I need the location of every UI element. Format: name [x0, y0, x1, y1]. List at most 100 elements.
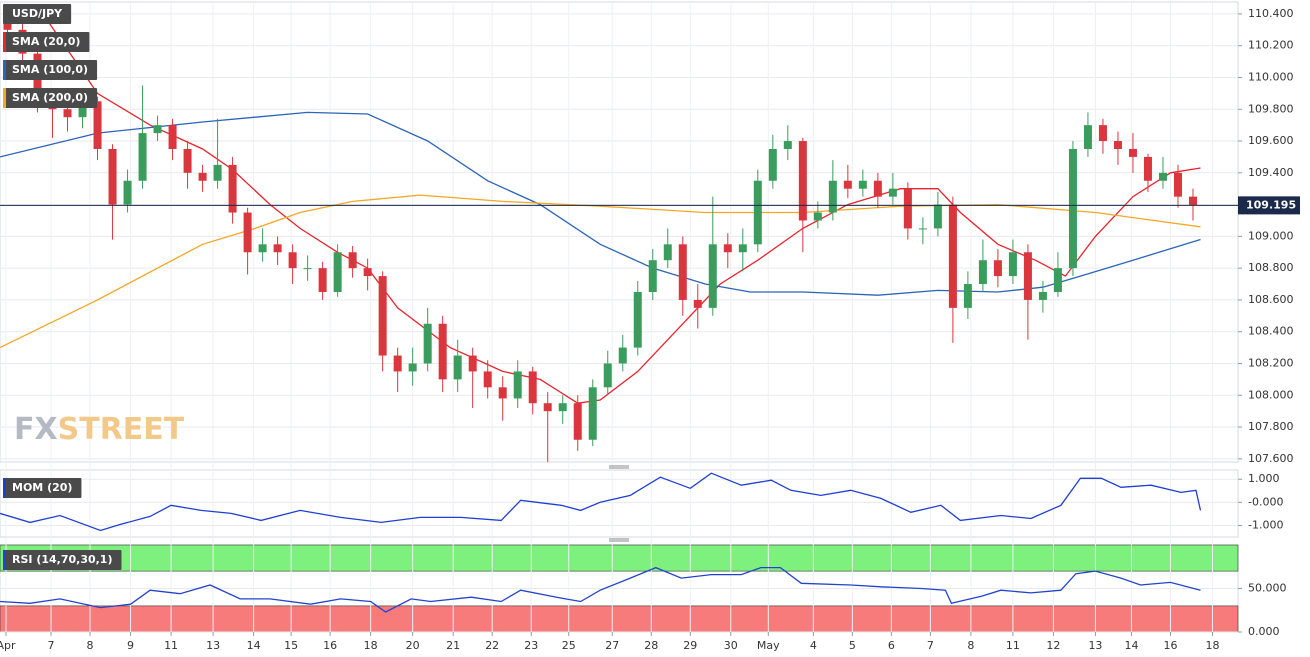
candle-body	[648, 260, 657, 292]
indicator-line	[36, 5, 1201, 404]
y-tick-label: 107.800	[1248, 420, 1294, 433]
x-tick-label: 30	[724, 639, 738, 652]
candle-body	[453, 355, 462, 380]
x-tick-label: 20	[406, 639, 420, 652]
candle-body	[378, 276, 387, 356]
candle-body	[708, 244, 717, 308]
legend-label: USD/JPY	[12, 7, 63, 20]
candle-body	[393, 355, 402, 372]
candle-body	[633, 291, 642, 348]
candle-body	[363, 268, 372, 277]
candle-body	[603, 363, 612, 388]
x-tick-label: 11	[1006, 639, 1020, 652]
x-tick-label: 29	[683, 639, 697, 652]
legend-box	[3, 60, 98, 80]
x-tick-label: 9	[127, 639, 134, 652]
candle-body	[93, 101, 102, 149]
legend-box	[3, 88, 98, 108]
candle-body	[618, 347, 627, 364]
x-tick-label: 28	[644, 639, 658, 652]
candle-body	[1038, 291, 1047, 300]
candle-body	[333, 252, 342, 292]
candle-body	[573, 403, 582, 440]
candle-body	[1023, 252, 1032, 300]
candle-body	[858, 180, 867, 189]
last-price-label: 109.195	[1246, 198, 1296, 211]
candle-body	[213, 164, 222, 181]
y-tick-label: 109.800	[1248, 102, 1294, 115]
candle-body	[408, 363, 417, 372]
legend-label: MOM (20)	[12, 481, 72, 494]
y-tick-label: 107.600	[1248, 452, 1294, 465]
legend-label: SMA (100,0)	[12, 63, 88, 76]
x-tick-label: 7	[48, 639, 55, 652]
candle-body	[843, 180, 852, 189]
candle-body	[693, 299, 702, 308]
legend-box	[3, 32, 90, 52]
candle-body	[303, 268, 312, 270]
candle-body	[1113, 141, 1122, 149]
candle-body	[528, 371, 537, 404]
candle-body	[558, 403, 567, 412]
candle-body	[1098, 125, 1107, 142]
marks: 107.600 107.800 108.000 108.200 108.400 108.6…	[0, 4, 1300, 652]
legend-swatch	[3, 478, 6, 498]
candle-body	[1143, 156, 1152, 181]
x-tick-label: May	[757, 639, 780, 652]
y-tick-label: 50.000	[1248, 582, 1287, 595]
x-tick-label: 6	[888, 639, 895, 652]
y-tick-label: 108.200	[1248, 356, 1294, 369]
candle-body	[723, 244, 732, 253]
candle-body	[588, 387, 597, 440]
x-tick-label: 4	[810, 639, 817, 652]
y-tick-label: 0.000	[1248, 625, 1280, 638]
legend-label: SMA (200,0)	[12, 91, 88, 104]
x-tick-label: 11	[164, 639, 178, 652]
y-tick-label: 108.800	[1248, 261, 1294, 274]
y-tick-label: -1.000	[1248, 518, 1283, 531]
indicator-line	[0, 566, 1201, 613]
candle-body	[978, 260, 987, 285]
panel-frame	[0, 469, 1239, 538]
candle-body	[243, 212, 252, 253]
x-tick-label: 14	[1124, 639, 1138, 652]
watermark: FXSTREET	[14, 412, 185, 447]
x-tick-label: 12	[1046, 639, 1060, 652]
y-tick-label: 109.000	[1248, 229, 1294, 242]
candle-body	[273, 244, 282, 253]
y-tick-label: 110.400	[1248, 7, 1294, 20]
last-price-box	[1238, 196, 1300, 215]
candle-body	[1068, 148, 1077, 269]
legend-swatch	[3, 88, 6, 108]
x-tick-label: 21	[446, 639, 460, 652]
candle-body	[888, 188, 897, 197]
y-tick-label: -0.000	[1248, 495, 1283, 508]
legend-swatch	[3, 60, 6, 80]
legend-swatch	[3, 550, 6, 570]
x-tick-label: Apr	[0, 639, 16, 652]
candle-body	[183, 148, 192, 173]
candle-body	[498, 387, 507, 399]
candle-body	[1173, 172, 1182, 197]
y-tick-label: 109.400	[1248, 166, 1294, 179]
watermark-fx: FX	[14, 412, 58, 447]
candle-body	[753, 180, 762, 245]
x-tick-label: 15	[284, 639, 298, 652]
y-tick-label: 1.000	[1248, 472, 1280, 485]
candle-body	[123, 180, 132, 205]
candle-body	[153, 125, 162, 134]
candle-body	[543, 403, 552, 412]
x-tick-label: 22	[485, 639, 499, 652]
watermark-street: STREET	[58, 412, 185, 447]
candle-body	[1083, 125, 1092, 149]
panel-handles	[609, 465, 629, 542]
candle-body	[738, 244, 747, 253]
x-tick-label: 7	[927, 639, 934, 652]
candle-body	[198, 172, 207, 181]
candle-body	[918, 228, 927, 230]
candle-body	[63, 109, 72, 118]
candle-body	[963, 284, 972, 308]
y-tick-label: 110.000	[1248, 70, 1294, 83]
candle-body	[933, 204, 942, 229]
candle-body	[828, 180, 837, 213]
